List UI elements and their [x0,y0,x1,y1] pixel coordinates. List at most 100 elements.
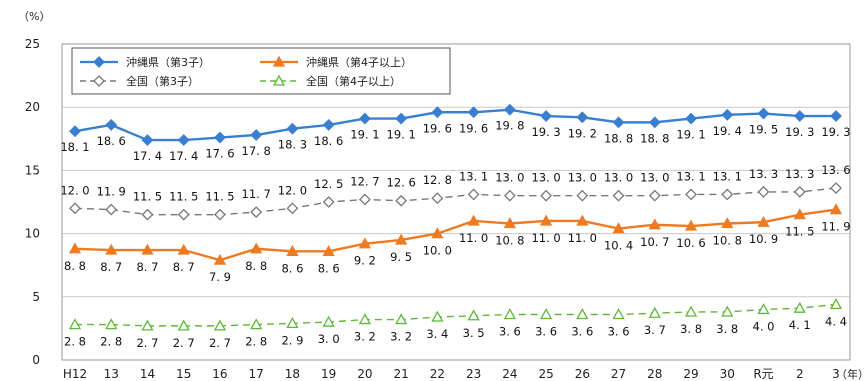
series-1-label-13: 11. 0 [531,231,560,245]
series-2-label-10: 12. 8 [423,173,452,187]
y-tick-label-15: 15 [25,163,40,177]
legend-marker-1 [272,55,286,67]
x-tick-label-6: 18 [285,367,300,381]
series-0-point-3 [177,134,190,146]
series-3-label-14: 3. 6 [571,324,593,338]
series-3-label-18: 3. 8 [716,322,738,336]
legend-label-1: 沖縄県（第4子以上） [306,55,412,69]
series-1-point-1 [105,243,118,255]
series-0-label-11: 19. 6 [459,121,488,135]
series-1-point-19 [757,215,770,227]
series-2-point-19 [757,185,770,198]
x-tick-label-7: 19 [321,367,336,381]
legend-box [71,47,451,95]
series-0-point-7 [322,118,335,131]
x-tick-label-19: R元 [753,367,773,381]
series-2-point-0 [69,202,81,215]
series-1-point-9 [395,233,408,245]
series-0-point-21 [830,110,842,122]
series-1-point-15 [612,222,625,234]
series-0-label-9: 19. 1 [387,128,416,142]
series-3-label-10: 3. 4 [426,327,448,341]
x-tick-label-16: 28 [647,367,662,381]
series-0-point-6 [286,122,299,135]
series-3-label-17: 3. 8 [680,322,702,336]
series-2-label-7: 12. 5 [314,177,343,191]
series-2-label-2: 11. 5 [133,190,162,204]
series-0 [69,103,842,146]
series-1-label-0: 8. 8 [64,259,86,273]
series-line-3 [75,303,837,327]
series-0-label-14: 19. 2 [568,126,597,140]
series-0-label-5: 17. 8 [242,144,271,158]
series-0-point-10 [431,106,444,119]
series-2-point-18 [721,188,734,201]
series-3-label-19: 4. 0 [753,319,775,333]
series-3-point-12 [503,308,516,320]
series-3 [68,298,843,331]
series-1-point-0 [68,242,82,254]
series-2-label-19: 13. 3 [749,167,778,181]
series-2-label-16: 13. 0 [640,171,669,185]
series-3-label-20: 4. 1 [789,318,811,332]
series-1-label-14: 11. 0 [568,231,597,245]
series-2-label-3: 11. 5 [169,190,198,204]
x-tick-label-12: 24 [502,367,517,381]
series-0-point-17 [685,112,697,125]
series-3-label-8: 3. 2 [354,330,376,344]
series-2-label-14: 13. 0 [568,171,597,185]
series-0-point-8 [358,112,371,125]
series-0-label-13: 19. 3 [531,125,560,139]
series-3-point-18 [721,305,734,317]
series-3-point-15 [612,308,625,320]
series-2-point-13 [540,189,553,202]
x-tick-label-0: H12 [63,367,87,381]
series-1-point-14 [576,214,589,226]
series-0-label-8: 19. 1 [350,128,379,142]
series-2-label-17: 13. 1 [676,169,705,183]
series-line-1 [74,208,837,262]
series-3-point-11 [467,309,480,321]
series-3-label-5: 2. 8 [245,335,267,349]
plot-area-frame [61,43,851,361]
x-tick-label-4: 16 [212,367,227,381]
series-3-point-6 [286,317,299,328]
series-1-point-6 [286,244,299,256]
series-3-label-3: 2. 7 [173,336,195,350]
series-2-point-5 [250,206,263,219]
series-1-label-7: 8. 6 [318,261,340,275]
series-2-label-12: 13. 0 [495,171,524,185]
series-1-point-12 [503,217,516,229]
series-2-label-21: 13. 6 [821,163,850,177]
series-3-point-17 [684,305,698,317]
series-1-label-16: 10. 7 [640,235,669,249]
x-tick-label-10: 22 [430,367,445,381]
series-0-label-19: 19. 5 [749,123,778,137]
x-tick-label-9: 21 [394,367,409,381]
y-axis-unit: （%） [18,10,50,23]
series-1-point-16 [648,218,661,230]
series-2-label-4: 11. 5 [205,190,234,204]
series-3-label-0: 2. 8 [64,335,86,349]
y-axis-ticks: 0 5 10 15 20 25 [25,37,40,367]
series-3-point-10 [431,310,444,322]
series-1-point-2 [141,243,154,255]
grid-lines [62,106,850,298]
series-3-label-2: 2. 7 [136,336,158,350]
series-0-point-9 [395,112,408,125]
series-0-label-2: 17. 4 [133,149,162,163]
series-1-point-13 [539,214,553,226]
x-tick-label-14: 26 [575,367,590,381]
series-3-point-0 [68,318,82,330]
series-2-label-20: 13. 3 [785,167,814,181]
series-3-point-16 [648,306,661,318]
series-0-point-2 [141,134,154,146]
series-3-point-9 [395,313,408,325]
series-2-point-3 [177,208,190,221]
series-1-label-11: 11. 0 [459,231,488,245]
series-1-point-18 [721,217,734,229]
series-2-point-7 [322,196,335,208]
x-tick-label-11: 23 [466,367,481,381]
series-0-point-19 [757,107,770,120]
series-0-label-15: 18. 8 [604,131,633,145]
